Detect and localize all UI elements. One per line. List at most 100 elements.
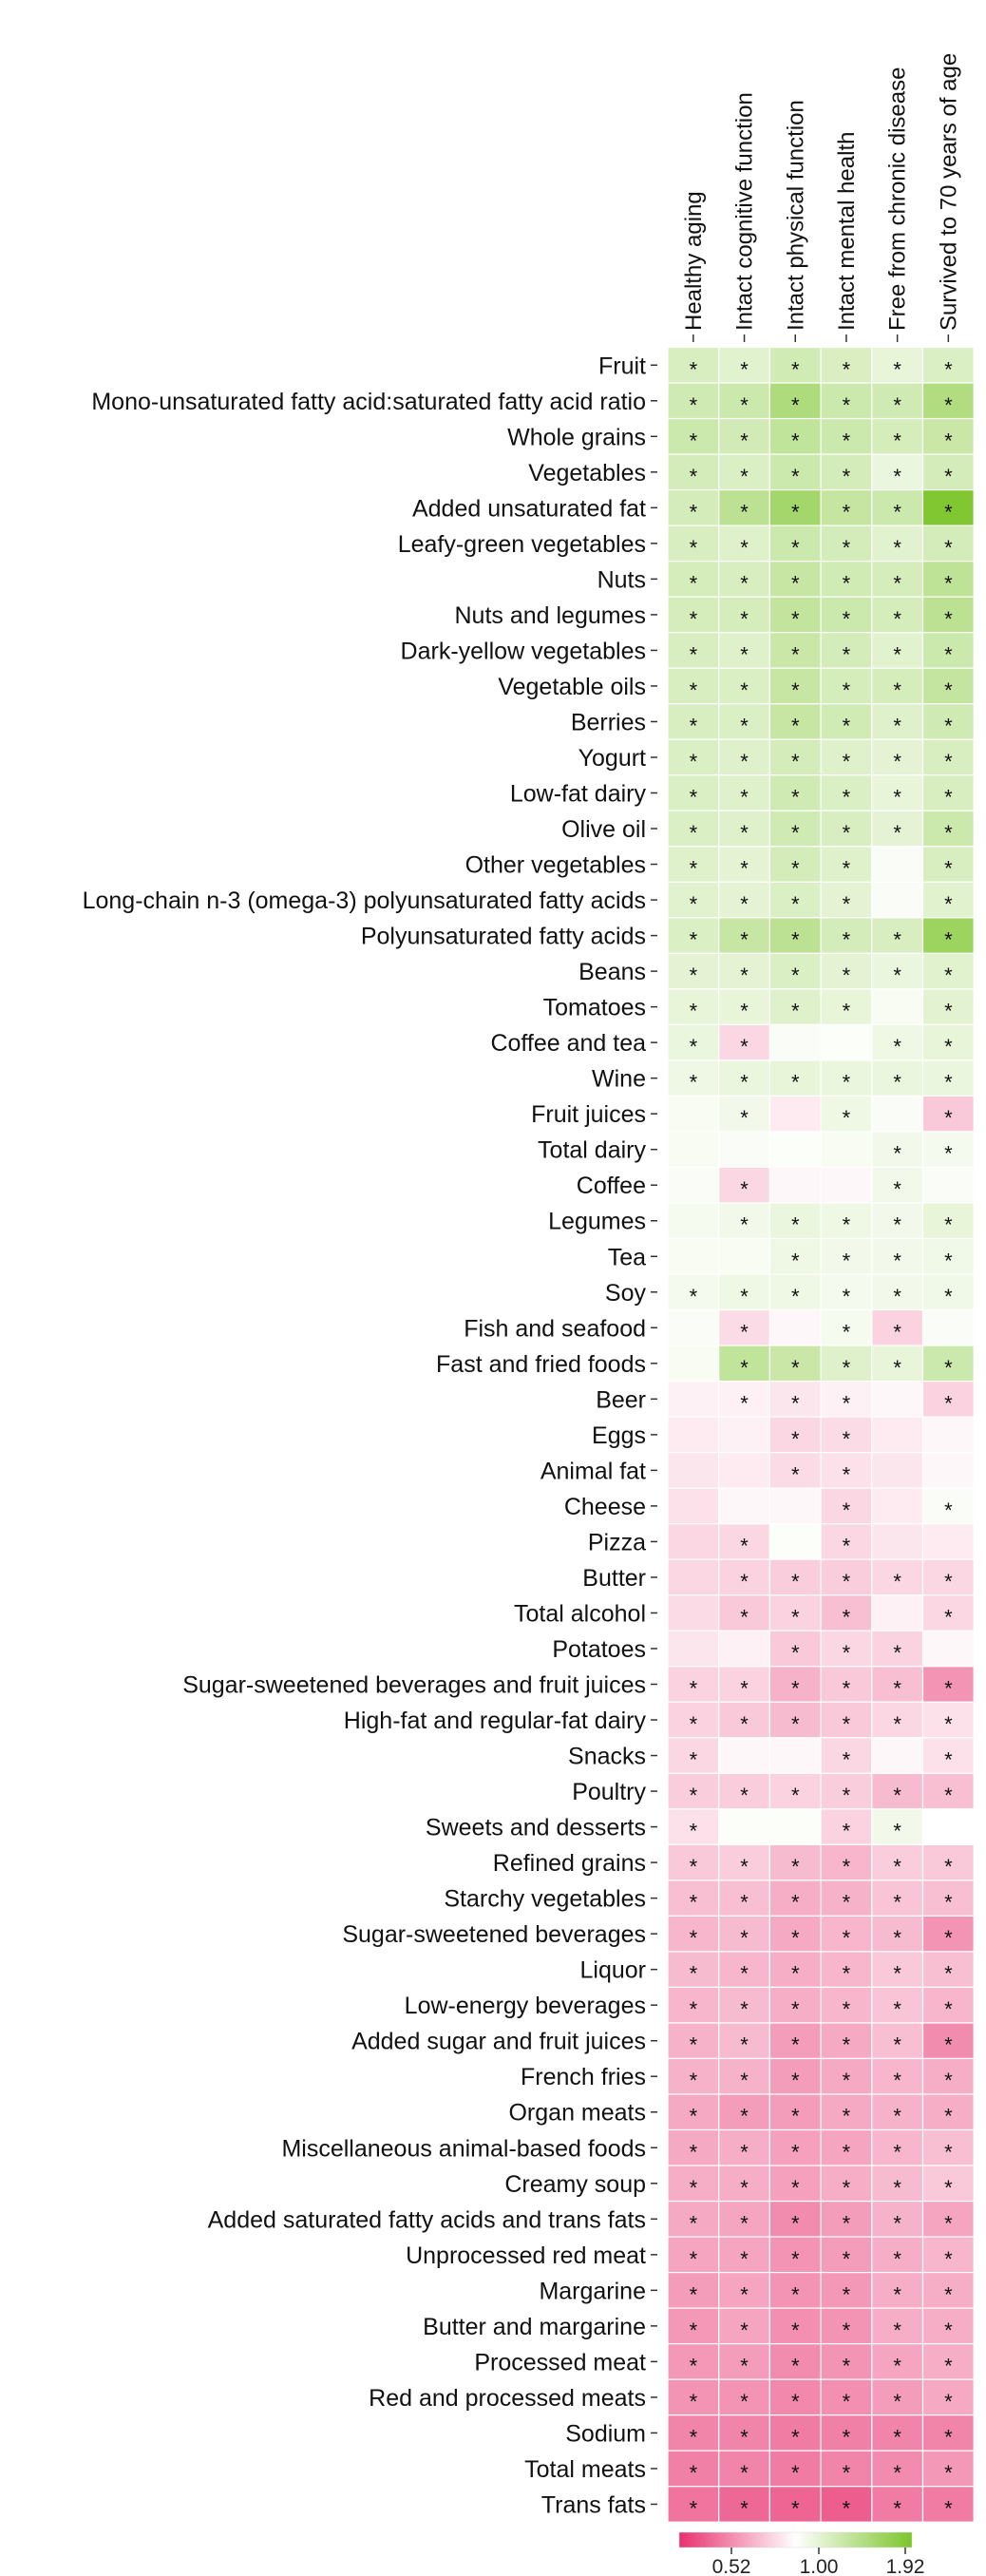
heatmap-cell [667,632,720,669]
heatmap-cell [768,2450,822,2488]
significance-star: * [843,465,851,488]
significance-star: * [843,2282,851,2306]
significance-star: * [893,1962,901,1986]
row-label: Whole grains [507,424,646,450]
significance-star: * [843,357,851,381]
significance-star: * [893,786,901,810]
heatmap-cell [667,1095,720,1133]
heatmap-cell [768,1023,822,1061]
significance-star: * [843,821,851,845]
heatmap-cell [820,988,873,1025]
row-label: Fish and seafood [464,1315,646,1342]
heatmap-cell [667,1808,720,1845]
row-label: Vegetable oils [498,674,646,700]
row-label: Starchy vegetables [444,1886,646,1913]
significance-star: * [690,786,698,810]
significance-star: * [740,1534,749,1557]
significance-star: * [893,1997,901,2021]
heatmap-cell [718,2378,771,2416]
significance-star: * [893,1926,901,1950]
significance-star: * [843,892,851,916]
heatmap-cell [667,2414,720,2452]
significance-star: * [944,1498,953,1522]
row-label: Dark-yellow vegetables [401,638,646,664]
heatmap-cell [718,1487,771,1525]
heatmap-cell [768,1308,822,1346]
row-label: Sugar-sweetened beverages and fruit juic… [182,1672,646,1699]
significance-star: * [690,892,698,916]
significance-star: * [944,1712,953,1736]
significance-star: * [944,2425,953,2449]
heatmap-cell [820,1273,873,1311]
heatmap-cell [921,1131,975,1169]
heatmap-cell [820,2486,873,2523]
heatmap-cell [871,1380,924,1418]
heatmap-cell [820,632,873,669]
significance-star: * [740,2390,749,2414]
significance-star: * [944,1285,953,1308]
heatmap-cell [768,703,822,740]
significance-star: * [944,2354,953,2377]
significance-star: * [843,1462,851,1486]
heatmap-cell [667,1951,720,1989]
heatmap-cell [871,738,924,776]
heatmap-cell [768,1487,822,1525]
significance-star: * [740,892,749,916]
significance-star: * [843,1356,851,1380]
significance-star: * [690,1926,698,1950]
significance-star: * [944,1570,953,1593]
heatmap-cell [871,1308,924,1346]
significance-star: * [791,465,800,488]
significance-star: * [893,393,901,417]
heatmap-cell [871,2057,924,2095]
significance-star: * [690,1748,698,1772]
significance-star: * [843,536,851,560]
row-label: Olive oil [561,816,646,843]
significance-star: * [690,678,698,702]
significance-star: * [843,2247,851,2271]
significance-star: * [944,1997,953,2021]
significance-star: * [944,2390,953,2414]
heatmap-cell [921,2450,975,2488]
significance-star: * [944,964,953,987]
significance-star: * [791,2425,800,2449]
significance-star: * [944,571,953,595]
significance-star: * [893,2496,901,2520]
significance-star: * [690,2105,698,2128]
heatmap-cell [921,1772,975,1810]
significance-star: * [740,642,749,666]
row-label: Soy [605,1280,647,1307]
significance-star: * [893,642,901,666]
heatmap-cell [921,382,975,420]
heatmap-cell [820,917,873,954]
significance-star: * [944,786,953,810]
significance-star: * [944,750,953,773]
significance-star: * [791,750,800,773]
significance-star: * [893,1891,901,1915]
significance-star: * [791,1071,800,1095]
significance-star: * [944,1891,953,1915]
significance-star: * [690,2496,698,2520]
significance-star: * [791,2069,800,2092]
heatmap-cell [820,1380,873,1418]
significance-star: * [944,642,953,666]
significance-star: * [944,1748,953,1772]
heatmap-cell [718,1558,771,1596]
significance-star: * [690,2390,698,2414]
heatmap-cell [871,1701,924,1739]
heatmap-cell [921,2486,975,2523]
significance-star: * [893,1071,901,1095]
significance-star: * [893,1213,901,1237]
significance-star: * [843,1641,851,1665]
significance-star: * [740,1000,749,1023]
significance-star: * [893,429,901,452]
significance-star: * [843,2496,851,2520]
significance-star: * [791,821,800,845]
heatmap-cell [820,774,873,811]
heatmap-cell [768,2022,822,2060]
heatmap-cell [921,632,975,669]
significance-star: * [740,678,749,702]
row-label: Wine [592,1066,646,1093]
colorbar-mid-label: 1.00 [800,2556,839,2576]
heatmap-cell [871,988,924,1025]
